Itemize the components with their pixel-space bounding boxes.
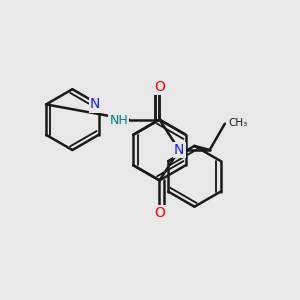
Text: O: O: [154, 80, 165, 94]
Text: N: N: [90, 98, 100, 111]
Text: O: O: [154, 80, 165, 94]
Text: O: O: [154, 206, 165, 220]
Text: NH: NH: [110, 114, 128, 127]
Text: CH₃: CH₃: [229, 118, 248, 128]
Text: N: N: [174, 143, 184, 157]
